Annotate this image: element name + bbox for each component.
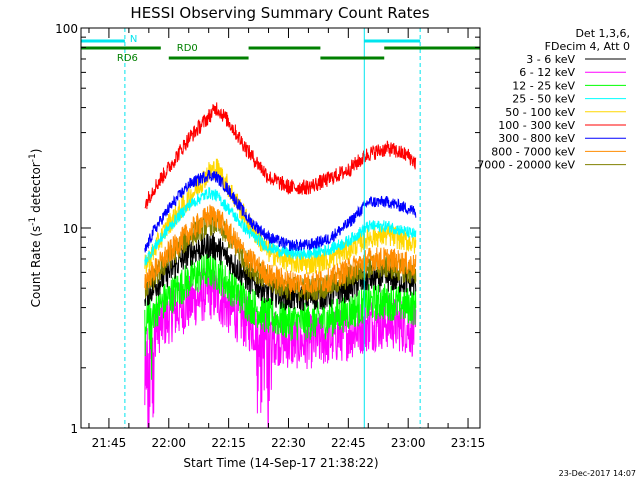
y-axis-label-sup2: -1 [28, 153, 38, 162]
x-tick-label: 22:30 [271, 436, 306, 450]
timestamp: 23-Dec-2017 14:07 [559, 469, 636, 478]
series-12-25keV [144, 252, 417, 380]
series-25-50keV [144, 187, 417, 266]
rd0-flag-label: RD0 [177, 43, 198, 54]
x-tick-label: 21:45 [92, 436, 127, 450]
legend-label: 7000 - 20000 keV [477, 159, 575, 172]
y-axis-label-mid: detector [29, 162, 43, 217]
x-tick-label: 23:00 [391, 436, 426, 450]
y-axis-label: Count Rate (s-1 detector-1) [28, 149, 43, 308]
legend-label: 3 - 6 keV [526, 53, 575, 66]
series-800-7000keV [144, 204, 417, 295]
series-300-800keV [144, 169, 417, 253]
legend-label: 300 - 800 keV [498, 132, 575, 145]
legend-label: 50 - 100 keV [505, 106, 575, 119]
plot-area: N RD0 RD6 1 10 100 21:45 22:00 22:15 22:30 22:45 23… [55, 22, 485, 450]
legend-label: 100 - 300 keV [498, 119, 575, 132]
x-tick-label: 22:45 [331, 436, 366, 450]
legend-label: 6 - 12 keV [519, 66, 575, 79]
legend-label: 25 - 50 keV [512, 93, 575, 106]
legend-header-line-2: FDecim 4, Att 0 [545, 40, 630, 53]
svg-text:Count Rate (s-1 detector-1): Count Rate (s-1 detector-1) [28, 149, 43, 308]
x-tick-label: 22:00 [151, 436, 186, 450]
rd6-flag-label: RD6 [117, 53, 138, 64]
x-tick-label: 22:15 [211, 436, 246, 450]
series-6-12keV [144, 265, 417, 428]
legend-label: 800 - 7000 keV [491, 145, 575, 158]
y-tick-label: 10 [63, 222, 78, 236]
chart-title: HESSI Observing Summary Count Rates [130, 4, 429, 22]
legend-header-line-1: Det 1,3,6, [575, 27, 630, 40]
y-axis-label-sup1: -1 [28, 217, 38, 226]
x-axis-label: Start Time (14-Sep-17 21:38:22) [183, 456, 378, 470]
y-axis-label-end: ) [29, 149, 43, 154]
y-tick-label: 100 [55, 22, 78, 36]
legend-label: 12 - 25 keV [512, 79, 575, 92]
y-axis-label-main: Count Rate (s [29, 226, 43, 308]
series-100-300keV [144, 102, 417, 210]
y-tick-label: 1 [70, 422, 78, 436]
data-series-layer [144, 102, 417, 428]
x-tick-label: 23:15 [451, 436, 486, 450]
night-flag-label: N [130, 34, 137, 45]
